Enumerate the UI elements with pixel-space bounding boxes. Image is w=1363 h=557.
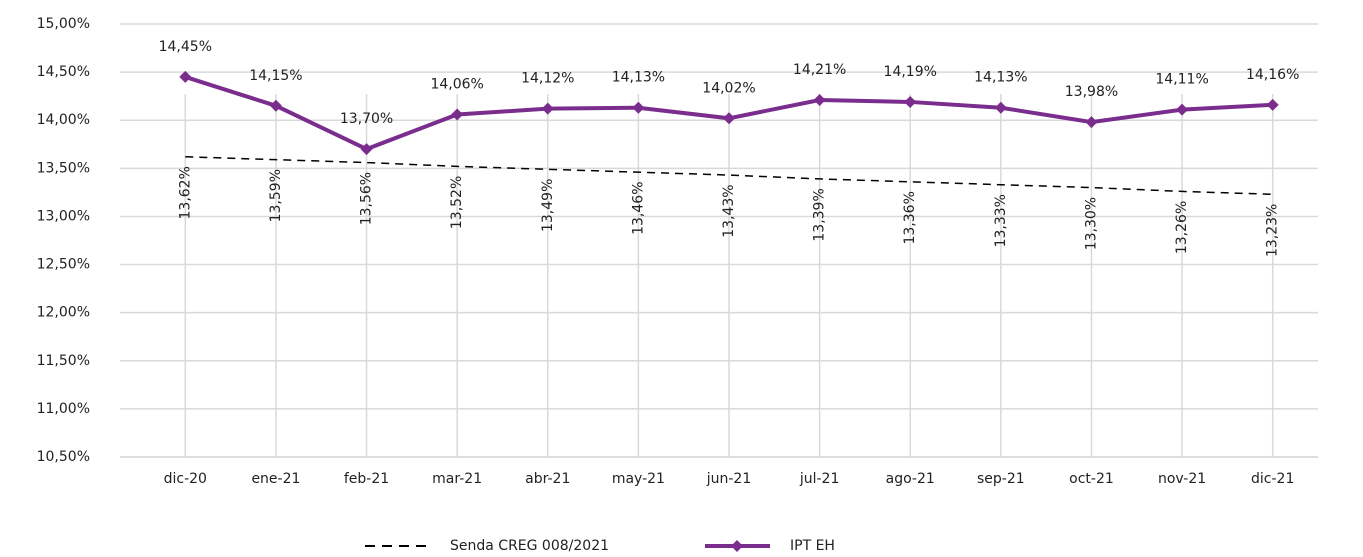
x-tick-label: ago-21 [886, 471, 935, 487]
data-label: 13,26% [1174, 201, 1190, 254]
point-marker [813, 94, 826, 107]
point-marker [1266, 98, 1279, 111]
data-label: 13,49% [540, 179, 556, 232]
data-label: 13,59% [268, 169, 284, 222]
legend-marker [731, 540, 743, 552]
point-marker [723, 112, 735, 125]
y-tick-label: 13,50% [37, 160, 90, 176]
point-marker [632, 101, 645, 114]
data-label: 14,02% [702, 80, 755, 96]
data-label: 13,46% [630, 181, 646, 234]
y-tick-label: 12,50% [37, 257, 90, 273]
data-label: 14,16% [1246, 67, 1299, 83]
y-tick-label: 12,00% [37, 305, 90, 321]
data-label: 13,43% [721, 184, 737, 237]
data-label: 14,13% [974, 70, 1027, 86]
point-marker [541, 102, 554, 115]
data-label: 13,56% [359, 172, 375, 225]
data-label: 13,30% [1083, 197, 1099, 250]
data-label: 13,39% [812, 188, 828, 241]
data-label: 14,15% [249, 68, 302, 84]
y-tick-label: 11,50% [37, 353, 90, 369]
data-label: 13,52% [449, 176, 465, 229]
data-label: 14,06% [430, 76, 483, 92]
x-tick-label: jun-21 [706, 471, 752, 487]
x-tick-label: mar-21 [432, 471, 482, 487]
point-marker [451, 108, 464, 121]
data-label: 13,33% [993, 194, 1009, 247]
x-tick-label: dic-20 [164, 471, 207, 487]
y-tick-label: 13,00% [37, 208, 90, 224]
y-tick-label: 15,00% [37, 16, 90, 32]
x-tick-label: oct-21 [1069, 471, 1114, 487]
y-tick-label: 14,50% [37, 64, 90, 80]
x-tick-label: nov-21 [1158, 471, 1206, 487]
data-label: 13,98% [1065, 84, 1118, 100]
point-marker [904, 95, 917, 108]
data-label: 13,70% [340, 111, 393, 127]
data-label: 14,21% [793, 62, 846, 78]
x-tick-label: feb-21 [344, 471, 389, 487]
data-label: 14,19% [884, 64, 937, 80]
x-tick-label: may-21 [612, 471, 665, 487]
data-label: 14,11% [1155, 72, 1208, 88]
data-label: 14,13% [612, 70, 665, 86]
data-label: 14,12% [521, 71, 574, 87]
legend-label: Senda CREG 008/2021 [450, 538, 609, 554]
x-tick-label: jul-21 [799, 471, 840, 487]
y-tick-label: 14,00% [37, 112, 90, 128]
data-label: 13,62% [177, 166, 193, 219]
point-marker [179, 70, 192, 83]
data-label: 14,45% [159, 39, 212, 55]
point-marker [269, 99, 282, 112]
data-label: 13,23% [1265, 204, 1281, 257]
point-marker [360, 143, 373, 156]
x-tick-label: ene-21 [251, 471, 300, 487]
point-marker [994, 101, 1007, 114]
x-tick-label: abr-21 [525, 471, 570, 487]
legend-label: IPT EH [790, 538, 835, 554]
point-marker [1085, 116, 1098, 129]
data-label: 13,36% [902, 191, 918, 244]
y-tick-label: 11,00% [37, 401, 90, 417]
point-marker [1176, 103, 1189, 116]
x-tick-label: dic-21 [1251, 471, 1294, 487]
x-tick-label: sep-21 [977, 471, 1025, 487]
y-tick-label: 10,50% [37, 449, 90, 465]
